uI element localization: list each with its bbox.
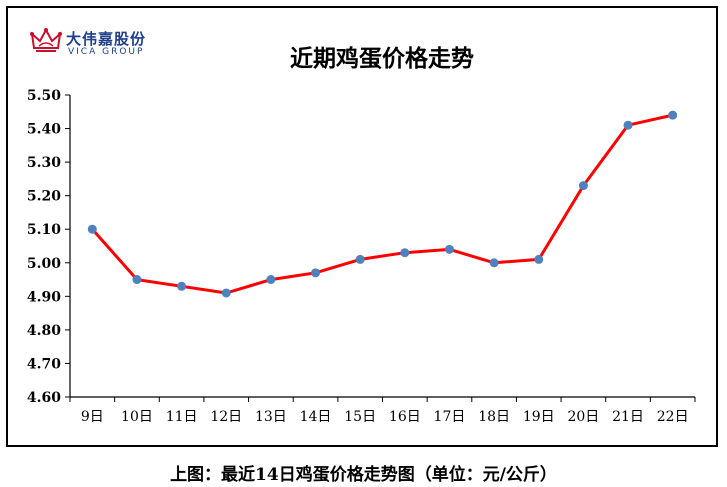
axes	[69, 95, 695, 398]
crown-icon	[30, 27, 62, 52]
data-point	[266, 275, 276, 285]
data-point	[623, 120, 633, 130]
x-tick-label: 20日	[567, 409, 599, 425]
x-tick-label: 18日	[478, 409, 510, 425]
logo-name-en: VICA GROUP	[68, 47, 145, 57]
data-point	[221, 288, 231, 298]
data-point	[177, 281, 187, 291]
data-point	[311, 268, 321, 278]
logo-name-cn: 大伟嘉股份	[66, 30, 147, 48]
data-point	[489, 258, 499, 268]
y-tick-label: 5.10	[27, 222, 61, 238]
chart-title: 近期鸡蛋价格走势	[290, 45, 474, 72]
figure-caption: 上图：最近14日鸡蛋价格走势图（单位：元/公斤）	[170, 465, 557, 485]
y-axis-ticks: 4.60 4.70 4.80 4.90 5.00 5.10 5.20 5.30 5.40 5.50	[27, 88, 70, 406]
x-tick-label: 11日	[166, 409, 198, 425]
line-chart: 近期鸡蛋价格走势 4.60 4.70 4.80 4.90 5.00 5.10 5.20 5.3…	[27, 45, 696, 425]
series-line	[91, 113, 674, 295]
x-tick-label: 17日	[434, 409, 466, 425]
x-tick-label: 10日	[121, 409, 153, 425]
x-tick-label: 15日	[344, 409, 376, 425]
series-layer	[87, 110, 678, 298]
y-tick-label: 5.30	[27, 155, 61, 171]
y-tick-label: 4.80	[27, 323, 61, 339]
y-tick-label: 5.20	[27, 189, 61, 205]
y-tick-label: 5.00	[27, 256, 61, 272]
x-tick-label: 19日	[523, 409, 555, 425]
logo: 大伟嘉股份 VICA GROUP	[30, 26, 170, 62]
data-point	[578, 181, 588, 191]
x-tick-label: 22日	[657, 409, 689, 425]
x-tick-label: 12日	[210, 409, 242, 425]
x-tick-label: 13日	[255, 409, 287, 425]
chart-frame	[6, 6, 718, 447]
y-tick-label: 4.90	[27, 289, 61, 305]
x-axis-ticks: 9日 10日 11日 12日 13日 14日 15日 16日 17日 18日 19日 20日 21日 22…	[69, 397, 696, 425]
y-tick-label: 4.60	[27, 390, 61, 406]
data-point	[132, 275, 142, 285]
x-tick-label: 21日	[612, 409, 644, 425]
data-point	[534, 254, 544, 264]
data-point	[668, 110, 678, 120]
data-point	[444, 244, 454, 254]
y-tick-label: 5.40	[27, 122, 61, 138]
x-tick-label: 9日	[81, 409, 104, 425]
y-tick-label: 4.70	[27, 356, 61, 372]
x-tick-label: 16日	[389, 409, 421, 425]
data-point	[87, 224, 97, 234]
x-tick-label: 14日	[300, 409, 332, 425]
data-point	[355, 254, 365, 264]
y-tick-label: 5.50	[27, 88, 61, 104]
data-point	[400, 248, 410, 258]
